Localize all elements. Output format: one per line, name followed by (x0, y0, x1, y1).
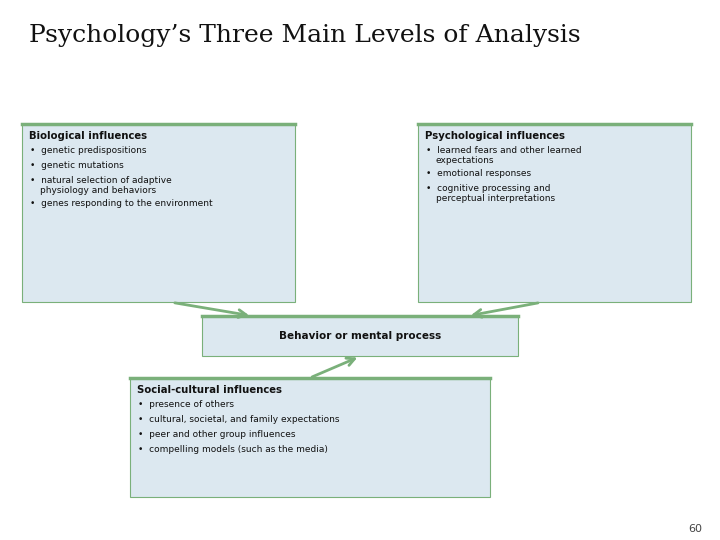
Text: Behavior or mental process: Behavior or mental process (279, 331, 441, 341)
Text: •  genes responding to the environment: • genes responding to the environment (30, 199, 213, 208)
Text: 60: 60 (688, 523, 702, 534)
FancyBboxPatch shape (418, 124, 691, 302)
Text: •  cultural, societal, and family expectations: • cultural, societal, and family expecta… (138, 415, 340, 424)
Text: •  genetic mutations: • genetic mutations (30, 161, 124, 170)
Text: •  compelling models (such as the media): • compelling models (such as the media) (138, 445, 328, 454)
Text: •  peer and other group influences: • peer and other group influences (138, 430, 296, 439)
Text: perceptual interpretations: perceptual interpretations (436, 194, 554, 203)
FancyBboxPatch shape (22, 124, 295, 302)
Text: •  cognitive processing and: • cognitive processing and (426, 184, 551, 193)
FancyBboxPatch shape (202, 316, 518, 356)
FancyBboxPatch shape (130, 378, 490, 497)
Text: expectations: expectations (436, 156, 494, 165)
Text: •  learned fears and other learned: • learned fears and other learned (426, 146, 582, 155)
Text: •  presence of others: • presence of others (138, 400, 234, 409)
Text: •  natural selection of adaptive: • natural selection of adaptive (30, 176, 172, 185)
Text: Psychology’s Three Main Levels of Analysis: Psychology’s Three Main Levels of Analys… (29, 24, 580, 48)
Text: •  genetic predispositions: • genetic predispositions (30, 146, 147, 155)
Text: Psychological influences: Psychological influences (425, 131, 564, 141)
Text: Social-cultural influences: Social-cultural influences (137, 385, 282, 395)
Text: physiology and behaviors: physiology and behaviors (40, 186, 156, 195)
Text: •  emotional responses: • emotional responses (426, 169, 531, 178)
Text: Biological influences: Biological influences (29, 131, 147, 141)
